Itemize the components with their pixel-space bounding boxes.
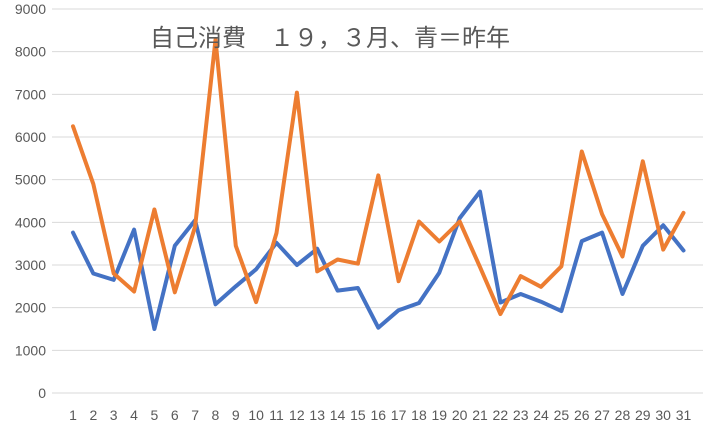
y-tick-label: 6000	[15, 129, 46, 145]
x-tick-label: 10	[248, 407, 264, 423]
y-tick-label: 1000	[15, 342, 46, 358]
y-axis: 0 1000 2000 3000 4000 5000 6000 7000 8000 9000	[15, 1, 46, 401]
series-line-2	[71, 37, 686, 317]
x-tick-label: 20	[452, 407, 468, 423]
x-tick-label: 26	[574, 407, 590, 423]
x-tick-label: 29	[635, 407, 651, 423]
gridlines	[52, 8, 703, 394]
x-tick-label: 21	[472, 407, 488, 423]
y-tick-label: 2000	[15, 300, 46, 316]
x-tick-label: 15	[350, 407, 366, 423]
x-tick-label: 6	[171, 407, 179, 423]
x-tick-label: 24	[533, 407, 549, 423]
x-tick-label: 16	[370, 407, 386, 423]
x-tick-label: 22	[493, 407, 509, 423]
y-tick-label: 5000	[15, 172, 46, 188]
x-tick-label: 3	[110, 407, 118, 423]
y-tick-label: 8000	[15, 44, 46, 60]
x-tick-label: 4	[130, 407, 138, 423]
y-tick-label: 3000	[15, 257, 46, 273]
x-tick-label: 5	[151, 407, 159, 423]
x-tick-label: 14	[330, 407, 346, 423]
x-tick-label: 25	[554, 407, 570, 423]
x-tick-label: 12	[289, 407, 305, 423]
x-tick-label: 18	[411, 407, 427, 423]
x-tick-label: 2	[89, 407, 97, 423]
y-tick-label: 4000	[15, 214, 46, 230]
x-tick-label: 27	[594, 407, 610, 423]
x-tick-label: 1	[69, 407, 77, 423]
y-tick-label: 9000	[15, 1, 46, 17]
x-tick-label: 31	[676, 407, 692, 423]
y-tick-label: 7000	[15, 86, 46, 102]
series-line-1	[71, 189, 686, 331]
x-tick-label: 28	[615, 407, 631, 423]
x-tick-label: 19	[432, 407, 448, 423]
series-group	[71, 37, 686, 331]
x-tick-label: 11	[269, 407, 284, 423]
x-tick-label: 17	[391, 407, 407, 423]
x-tick-label: 7	[191, 407, 199, 423]
x-tick-label: 13	[309, 407, 325, 423]
x-tick-label: 30	[655, 407, 671, 423]
chart-title: 自己消費 １９，３月、青＝昨年	[150, 24, 510, 52]
x-tick-label: 8	[212, 407, 220, 423]
x-axis: 1 2 3 4 5 6 7 8 9 10 11 12 13 14 15 16 17 18 19 20 21 22 23 24 2…	[69, 407, 691, 423]
x-tick-label: 23	[513, 407, 529, 423]
x-tick-label: 9	[232, 407, 240, 423]
y-tick-label: 0	[38, 385, 46, 401]
